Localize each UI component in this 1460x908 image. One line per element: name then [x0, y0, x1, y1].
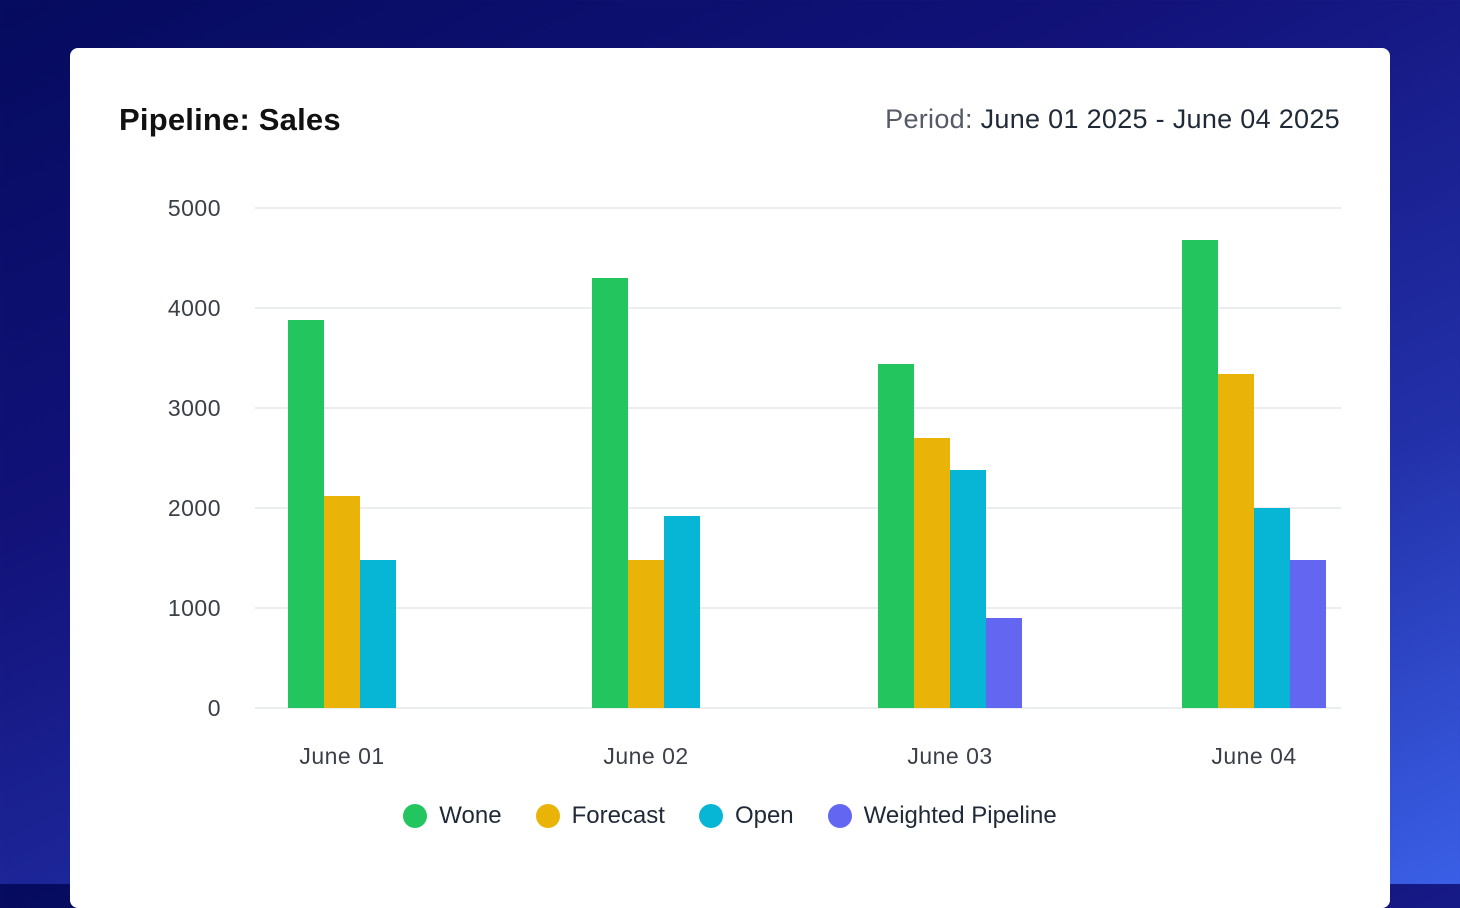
- chart-title: Pipeline: Sales: [119, 102, 341, 137]
- bar-group: [878, 364, 1022, 708]
- bar-group: [592, 278, 700, 708]
- y-tick-label: 0: [208, 695, 221, 721]
- x-tick-label: June 03: [907, 743, 992, 769]
- y-axis-ticks: 0 1000 2000 3000 4000 5000: [168, 195, 221, 721]
- x-tick-label: June 01: [299, 743, 384, 769]
- period-range: Period: June 01 2025 - June 04 2025: [885, 104, 1340, 135]
- period-label: Period:: [885, 104, 973, 134]
- bar-forecast[interactable]: [628, 560, 664, 708]
- bar-open[interactable]: [1254, 508, 1290, 708]
- legend-label: Forecast: [571, 802, 665, 829]
- x-tick-label: June 04: [1211, 743, 1296, 769]
- bar-forecast[interactable]: [324, 496, 360, 708]
- bar-open[interactable]: [950, 470, 986, 708]
- bar-groups: [288, 240, 1326, 708]
- legend-item[interactable]: Wone: [403, 802, 502, 830]
- bar-weighted-pipeline[interactable]: [1290, 560, 1326, 708]
- legend-item[interactable]: Forecast: [535, 802, 665, 830]
- period-value: June 01 2025 - June 04 2025: [980, 104, 1340, 134]
- bar-open[interactable]: [664, 516, 700, 708]
- bar-weighted-pipeline[interactable]: [986, 618, 1022, 708]
- y-tick-label: 2000: [168, 495, 221, 521]
- x-tick-label: June 02: [603, 743, 688, 769]
- bar-wone[interactable]: [288, 320, 324, 708]
- legend-item[interactable]: Open: [698, 802, 794, 830]
- bar-wone[interactable]: [1182, 240, 1218, 708]
- bar-open[interactable]: [360, 560, 396, 708]
- legend-swatch: [403, 804, 428, 828]
- bar-forecast[interactable]: [1218, 374, 1254, 708]
- bar-forecast[interactable]: [914, 438, 950, 708]
- legend-swatch: [827, 804, 852, 828]
- chart-card: Pipeline: Sales Period: June 01 2025 - J…: [70, 48, 1390, 908]
- bar-group: [288, 320, 396, 708]
- legend-swatch: [698, 804, 723, 828]
- legend: Wone Forecast Open Weighted Pipeline: [70, 802, 1390, 830]
- y-tick-label: 3000: [168, 395, 221, 421]
- legend-label: Weighted Pipeline: [863, 802, 1057, 829]
- legend-swatch: [535, 804, 560, 828]
- y-tick-label: 5000: [168, 195, 221, 221]
- legend-label: Open: [734, 802, 794, 829]
- y-tick-label: 4000: [168, 295, 221, 321]
- bar-group: [1182, 240, 1326, 708]
- y-tick-label: 1000: [168, 595, 221, 621]
- grid-lines: [255, 207, 1341, 709]
- legend-item[interactable]: Weighted Pipeline: [827, 802, 1057, 830]
- bar-wone[interactable]: [592, 278, 628, 708]
- bar-wone[interactable]: [878, 364, 914, 708]
- legend-label: Wone: [439, 802, 502, 829]
- x-axis-ticks: June 01 June 02 June 03 June 04: [299, 743, 1296, 769]
